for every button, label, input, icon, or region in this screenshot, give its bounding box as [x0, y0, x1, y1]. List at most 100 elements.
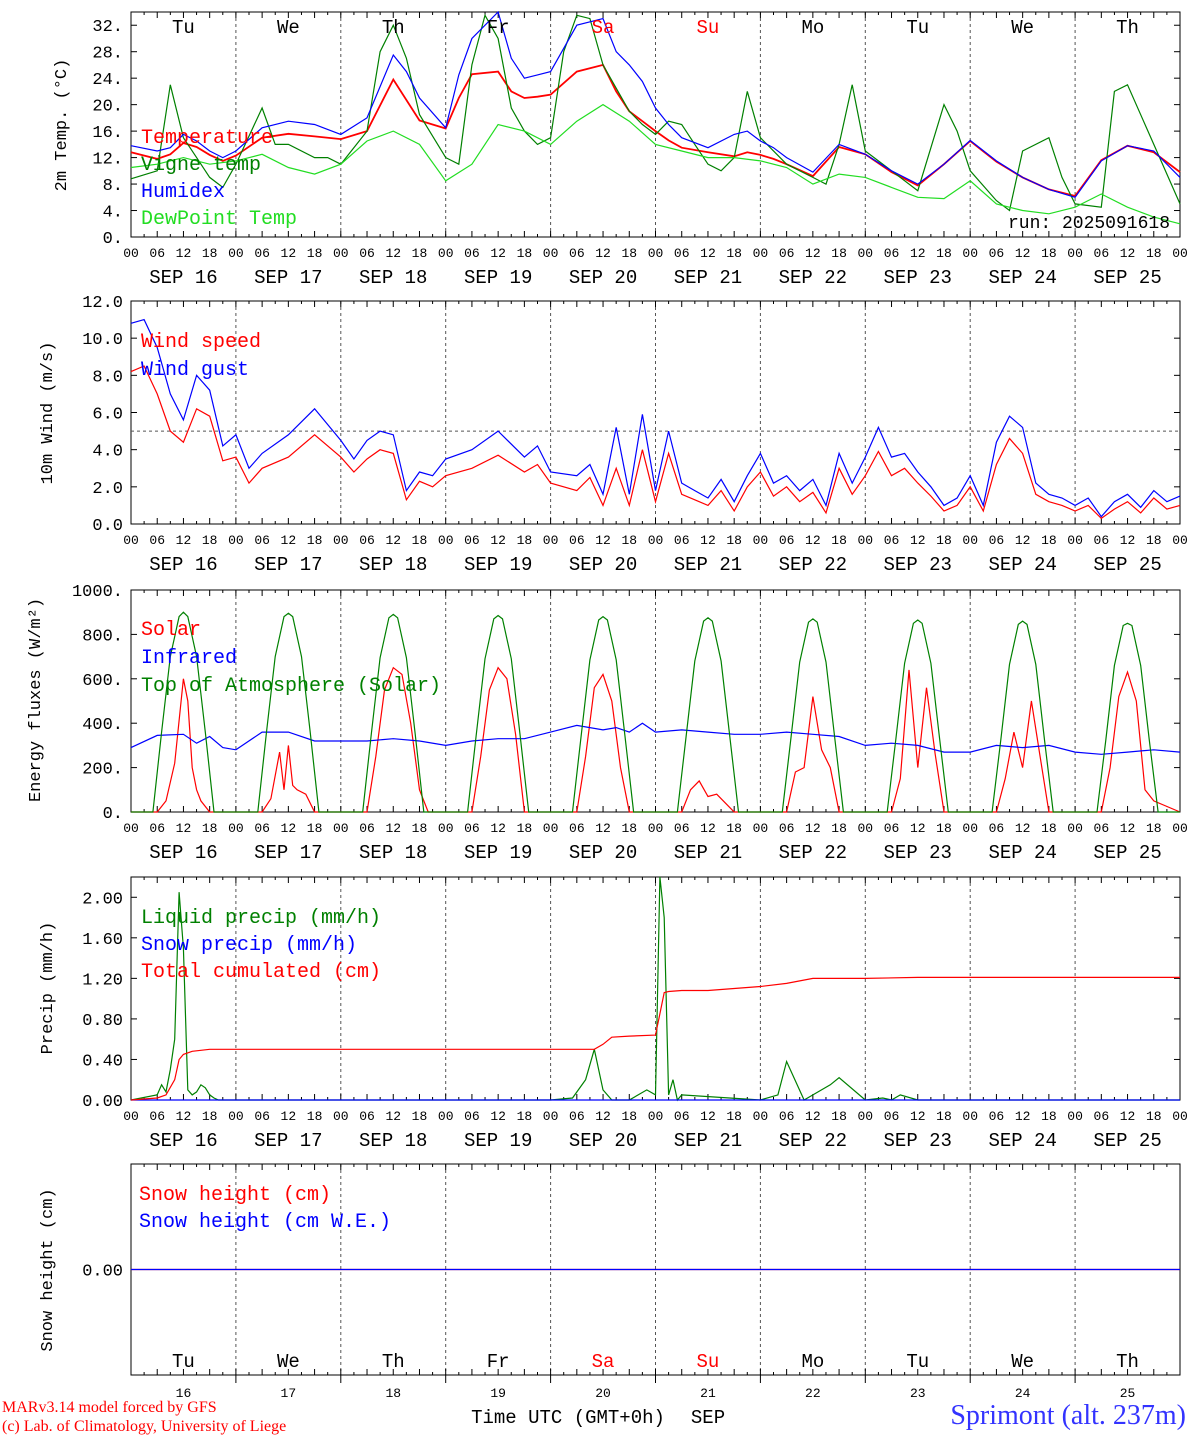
weekday-label: Th	[1116, 1351, 1139, 1373]
hour-label: 00	[543, 1109, 559, 1124]
hour-label: 06	[779, 533, 795, 548]
y-tick-label: 2.00	[82, 890, 123, 909]
hour-label: 12	[910, 1109, 926, 1124]
hour-label: 12	[385, 533, 401, 548]
date-label: SEP 20	[569, 842, 637, 864]
hour-label: 00	[333, 821, 349, 836]
hour-label: 18	[412, 533, 428, 548]
hour-label: 06	[359, 821, 375, 836]
hour-label: 18	[412, 246, 428, 261]
hour-label: 00	[543, 246, 559, 261]
hour-label: 06	[359, 533, 375, 548]
legend-entry: Snow precip (mm/h)	[141, 934, 357, 957]
hour-label: 00	[438, 246, 454, 261]
day-number: 18	[385, 1386, 401, 1401]
hour-label: 00	[228, 533, 244, 548]
date-label: SEP 16	[149, 1130, 217, 1152]
hour-label: 12	[595, 821, 611, 836]
y-tick-label: 200.	[82, 761, 123, 780]
date-label: SEP 21	[674, 842, 742, 864]
date-label: SEP 18	[359, 842, 427, 864]
hour-label: 12	[910, 533, 926, 548]
hour-label: 00	[1172, 1109, 1188, 1124]
hour-label: 00	[962, 246, 978, 261]
hour-label: 06	[254, 1109, 270, 1124]
hour-label: 18	[831, 1109, 847, 1124]
hour-label: 00	[438, 533, 454, 548]
hour-label: 12	[700, 533, 716, 548]
day-number: 24	[1015, 1386, 1031, 1401]
weekday-label: Tu	[172, 1351, 195, 1373]
y-tick-label: 6.0	[92, 406, 123, 425]
hour-label: 12	[1120, 821, 1136, 836]
y-tick-label: 2.0	[92, 480, 123, 499]
weekday-label: Th	[1116, 17, 1139, 39]
hour-label: 06	[884, 1109, 900, 1124]
hour-label: 00	[857, 1109, 873, 1124]
series-line-3	[130, 976, 1180, 1101]
hour-label: 00	[1067, 246, 1083, 261]
hour-label: 12	[176, 533, 192, 548]
series-line-1	[131, 666, 1181, 813]
weekday-label: Tu	[906, 17, 929, 39]
y-tick-label: 0.80	[82, 1012, 123, 1031]
y-tick-label: 28.	[92, 45, 123, 64]
hour-label: 18	[202, 246, 218, 261]
weekday-label: We	[277, 1351, 300, 1373]
hour-label: 12	[595, 533, 611, 548]
hour-label: 18	[1041, 821, 1057, 836]
hour-label: 12	[1120, 533, 1136, 548]
legend-entry: Solar	[141, 619, 201, 642]
hour-label: 06	[464, 1109, 480, 1124]
hour-label: 12	[490, 821, 506, 836]
hour-label: 12	[700, 821, 716, 836]
hour-label: 18	[1146, 1109, 1162, 1124]
legend-entry: Snow height (cm W.E.)	[139, 1211, 391, 1234]
y-tick-label: 4.0	[92, 443, 123, 462]
weekday-label: Su	[697, 17, 720, 39]
panel-3: 0. 200. 400. 600. 800. 1000. Energy fluxes (W/…	[27, 583, 1188, 864]
date-label: SEP 24	[988, 267, 1056, 289]
date-label: SEP 16	[149, 842, 217, 864]
hour-label: 18	[621, 246, 637, 261]
weekday-label: Sa	[592, 17, 615, 39]
weekday-label: Tu	[172, 17, 195, 39]
day-number: 25	[1120, 1386, 1136, 1401]
hour-label: 06	[989, 533, 1005, 548]
hour-label: 00	[1172, 533, 1188, 548]
hour-label: 12	[910, 246, 926, 261]
date-label: SEP 22	[779, 842, 847, 864]
date-label: SEP 19	[464, 267, 532, 289]
weekday-label: Su	[697, 1351, 720, 1373]
hour-label: 18	[412, 1109, 428, 1124]
hour-label: 00	[753, 821, 769, 836]
y-tick-label: 0.	[103, 230, 123, 249]
hour-label: 00	[648, 1109, 664, 1124]
hour-label: 12	[176, 246, 192, 261]
legend-entry: Wind speed	[141, 331, 261, 354]
model-credit-line2: (c) Lab. of Climatology, University of L…	[2, 1418, 287, 1435]
date-label: SEP 24	[988, 842, 1056, 864]
hour-label: 06	[779, 1109, 795, 1124]
y-tick-label: 4.	[103, 204, 123, 223]
hour-label: 18	[726, 821, 742, 836]
hour-label: 06	[569, 1109, 585, 1124]
panel-2: 0.0 2.0 4.0 6.0 8.0 10.0 12.0 10m Wind (m/s) Win…	[39, 294, 1188, 576]
hour-label: 12	[490, 246, 506, 261]
hour-label: 18	[202, 1109, 218, 1124]
date-label: SEP 19	[464, 554, 532, 576]
date-label: SEP 18	[359, 1130, 427, 1152]
date-label: SEP 17	[254, 554, 322, 576]
hour-label: 00	[753, 246, 769, 261]
y-axis-label: 10m Wind (m/s)	[39, 342, 58, 485]
date-label: SEP 25	[1093, 267, 1161, 289]
hour-label: 18	[726, 533, 742, 548]
date-label: SEP 23	[884, 554, 952, 576]
y-tick-label: 32.	[92, 18, 123, 37]
hour-label: 18	[1146, 246, 1162, 261]
panel-1: 0. 4. 8. 12. 16. 20. 24. 28. 32. 2m Temp. (°C) Tem…	[53, 10, 1188, 289]
series-line-3	[130, 10, 1181, 198]
legend-entry: DewPoint Temp	[141, 208, 297, 231]
hour-label: 18	[831, 246, 847, 261]
hour-label: 18	[936, 821, 952, 836]
